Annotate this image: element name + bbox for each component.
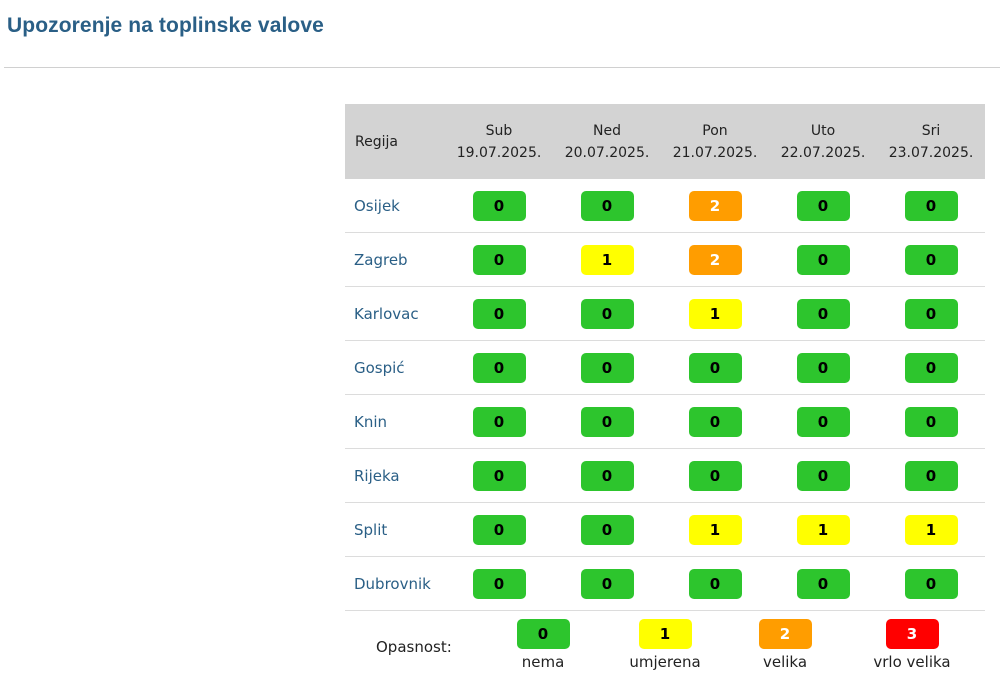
warning-level-badge: 0 [904,298,958,329]
day-name: Uto [810,122,836,139]
table-row: Knin 0 0 0 0 0 [345,394,985,449]
legend-level-badge: 1 [638,619,692,649]
warning-level-badge: 1 [688,514,742,545]
region-link-gospic[interactable]: Gospić [354,358,405,377]
legend-label: Opasnost: [376,638,452,656]
warning-level-badge: 0 [904,460,958,491]
warning-level-badge: 0 [580,568,634,599]
table-row: Split 0 0 1 1 1 [345,502,985,557]
warning-level-badge: 0 [796,190,850,221]
day-name: Pon [702,122,728,139]
warning-level-badge: 0 [904,190,958,221]
region-link-knin[interactable]: Knin [354,412,388,431]
warning-level-badge: 0 [472,406,526,437]
region-link-zagreb[interactable]: Zagreb [354,250,408,269]
warning-level-badge: 0 [580,406,634,437]
warning-level-badge: 0 [472,514,526,545]
region-link-dubrovnik[interactable]: Dubrovnik [354,574,431,593]
day-date: 20.07.2025. [564,144,650,161]
day-column-header: Uto 22.07.2025. [769,104,877,179]
legend-item-moderate: 1 umjerena [605,619,725,671]
day-date: 22.07.2025. [780,144,866,161]
warning-level-badge: 0 [472,568,526,599]
warning-level-badge: 0 [796,568,850,599]
table-row: Osijek 0 0 2 0 0 [345,179,985,233]
region-link-karlovac[interactable]: Karlovac [354,304,419,323]
warning-level-badge: 1 [796,514,850,545]
legend-level-text: vrlo velika [873,653,951,671]
day-name: Sri [921,122,941,139]
warning-level-badge: 0 [796,352,850,383]
legend-item-very-high: 3 vrlo velika [852,619,972,671]
table-row: Dubrovnik 0 0 0 0 0 [345,556,985,611]
warning-level-badge: 0 [796,244,850,275]
warning-level-badge: 0 [688,406,742,437]
day-name: Sub [485,122,513,139]
region-column-header: Regija [345,104,445,179]
day-name: Ned [593,122,621,139]
day-column-header: Sub 19.07.2025. [445,104,553,179]
day-date: 21.07.2025. [672,144,758,161]
warning-level-badge: 0 [904,406,958,437]
warning-level-badge: 2 [688,190,742,221]
day-column-header: Ned 20.07.2025. [553,104,661,179]
table-row: Gospić 0 0 0 0 0 [345,340,985,395]
page-title: Upozorenje na toplinske valove [7,14,324,37]
day-column-header: Sri 23.07.2025. [877,104,985,179]
warning-level-badge: 0 [796,406,850,437]
legend-item-high: 2 velika [725,619,845,671]
day-date: 19.07.2025. [456,144,542,161]
legend-level-badge: 2 [758,619,812,649]
warning-level-badge: 0 [904,352,958,383]
title-divider [4,67,1000,68]
warning-level-badge: 0 [580,190,634,221]
warning-level-badge: 0 [796,298,850,329]
warning-level-badge: 1 [688,298,742,329]
table-header-row: Regija Sub 19.07.2025. Ned 20.07.2025. Pon… [345,104,985,179]
warning-level-badge: 1 [904,514,958,545]
warning-level-badge: 0 [580,460,634,491]
warning-level-badge: 0 [472,190,526,221]
warning-level-badge: 0 [796,460,850,491]
warning-level-badge: 0 [688,568,742,599]
warning-level-badge: 0 [688,352,742,383]
warning-level-badge: 0 [904,568,958,599]
legend-level-badge: 3 [885,619,939,649]
warning-level-badge: 0 [580,514,634,545]
region-link-osijek[interactable]: Osijek [354,196,400,215]
warning-level-badge: 1 [580,244,634,275]
warning-level-badge: 0 [688,460,742,491]
warning-level-badge: 0 [472,244,526,275]
region-link-split[interactable]: Split [354,520,388,539]
legend-item-none: 0 nema [483,619,603,671]
warning-level-badge: 0 [472,352,526,383]
region-link-rijeka[interactable]: Rijeka [354,466,400,485]
day-column-header: Pon 21.07.2025. [661,104,769,179]
legend-level-text: velika [762,653,808,671]
warning-level-badge: 0 [472,460,526,491]
warning-level-badge: 2 [688,244,742,275]
day-date: 23.07.2025. [888,144,974,161]
warning-level-badge: 0 [580,298,634,329]
legend-level-text: nema [521,653,565,671]
table-row: Zagreb 0 1 2 0 0 [345,232,985,287]
warning-level-badge: 0 [904,244,958,275]
legend-level-text: umjerena [629,653,701,671]
warning-level-badge: 0 [472,298,526,329]
heatwave-warning-table: Regija Sub 19.07.2025. Ned 20.07.2025. Pon… [345,104,985,611]
danger-legend: Opasnost: 0 nema 1 umjerena 2 velika 3 v… [345,612,985,682]
warning-level-badge: 0 [580,352,634,383]
legend-level-badge: 0 [516,619,570,649]
table-row: Karlovac 0 0 1 0 0 [345,286,985,341]
table-row: Rijeka 0 0 0 0 0 [345,448,985,503]
